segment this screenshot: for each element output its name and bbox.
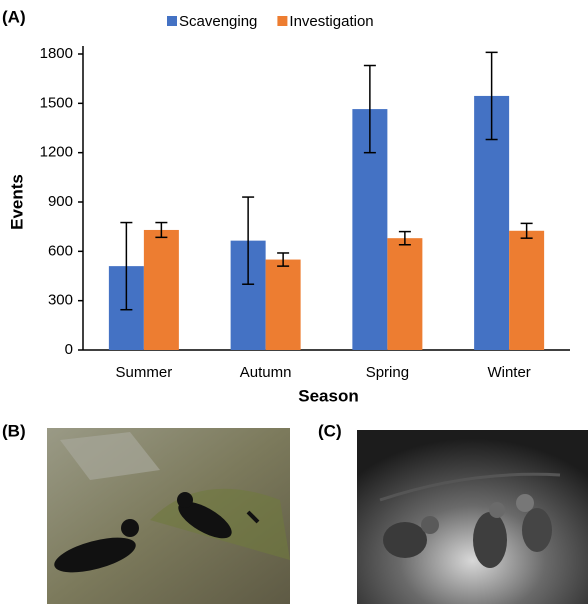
photo-crows [47,428,290,604]
y-tick-label: 600 [48,242,73,259]
figure: (A) (B) (C) 0 300 600 900 1200 1500 1800 Season… [0,0,588,604]
x-tick-label: Summer [116,364,173,381]
y-tick-label: 900 [48,193,73,210]
y-tick-label: 1800 [40,45,73,62]
photo-possums [357,430,588,604]
y-tick-label: 300 [48,292,73,309]
panel-label: (C) [318,421,342,440]
legend-swatch [167,16,177,26]
bar [144,230,179,350]
legend-label: Scavenging [179,13,257,30]
bar [266,260,301,350]
legend-swatch [277,16,287,26]
x-tick-label: Winter [487,364,530,381]
bar [387,238,422,350]
panel-label: (B) [2,421,26,440]
panel-label: (A) [2,7,26,26]
legend-label: Investigation [289,13,373,30]
bar [509,231,544,350]
x-axis-label: Season [298,386,358,405]
y-tick-label: 0 [65,341,73,358]
y-tick-label: 1500 [40,94,73,111]
x-tick-label: Spring [366,364,409,381]
x-tick-label: Autumn [240,364,292,381]
y-tick-label: 1200 [40,144,73,161]
y-axis-label: Events [7,174,26,230]
